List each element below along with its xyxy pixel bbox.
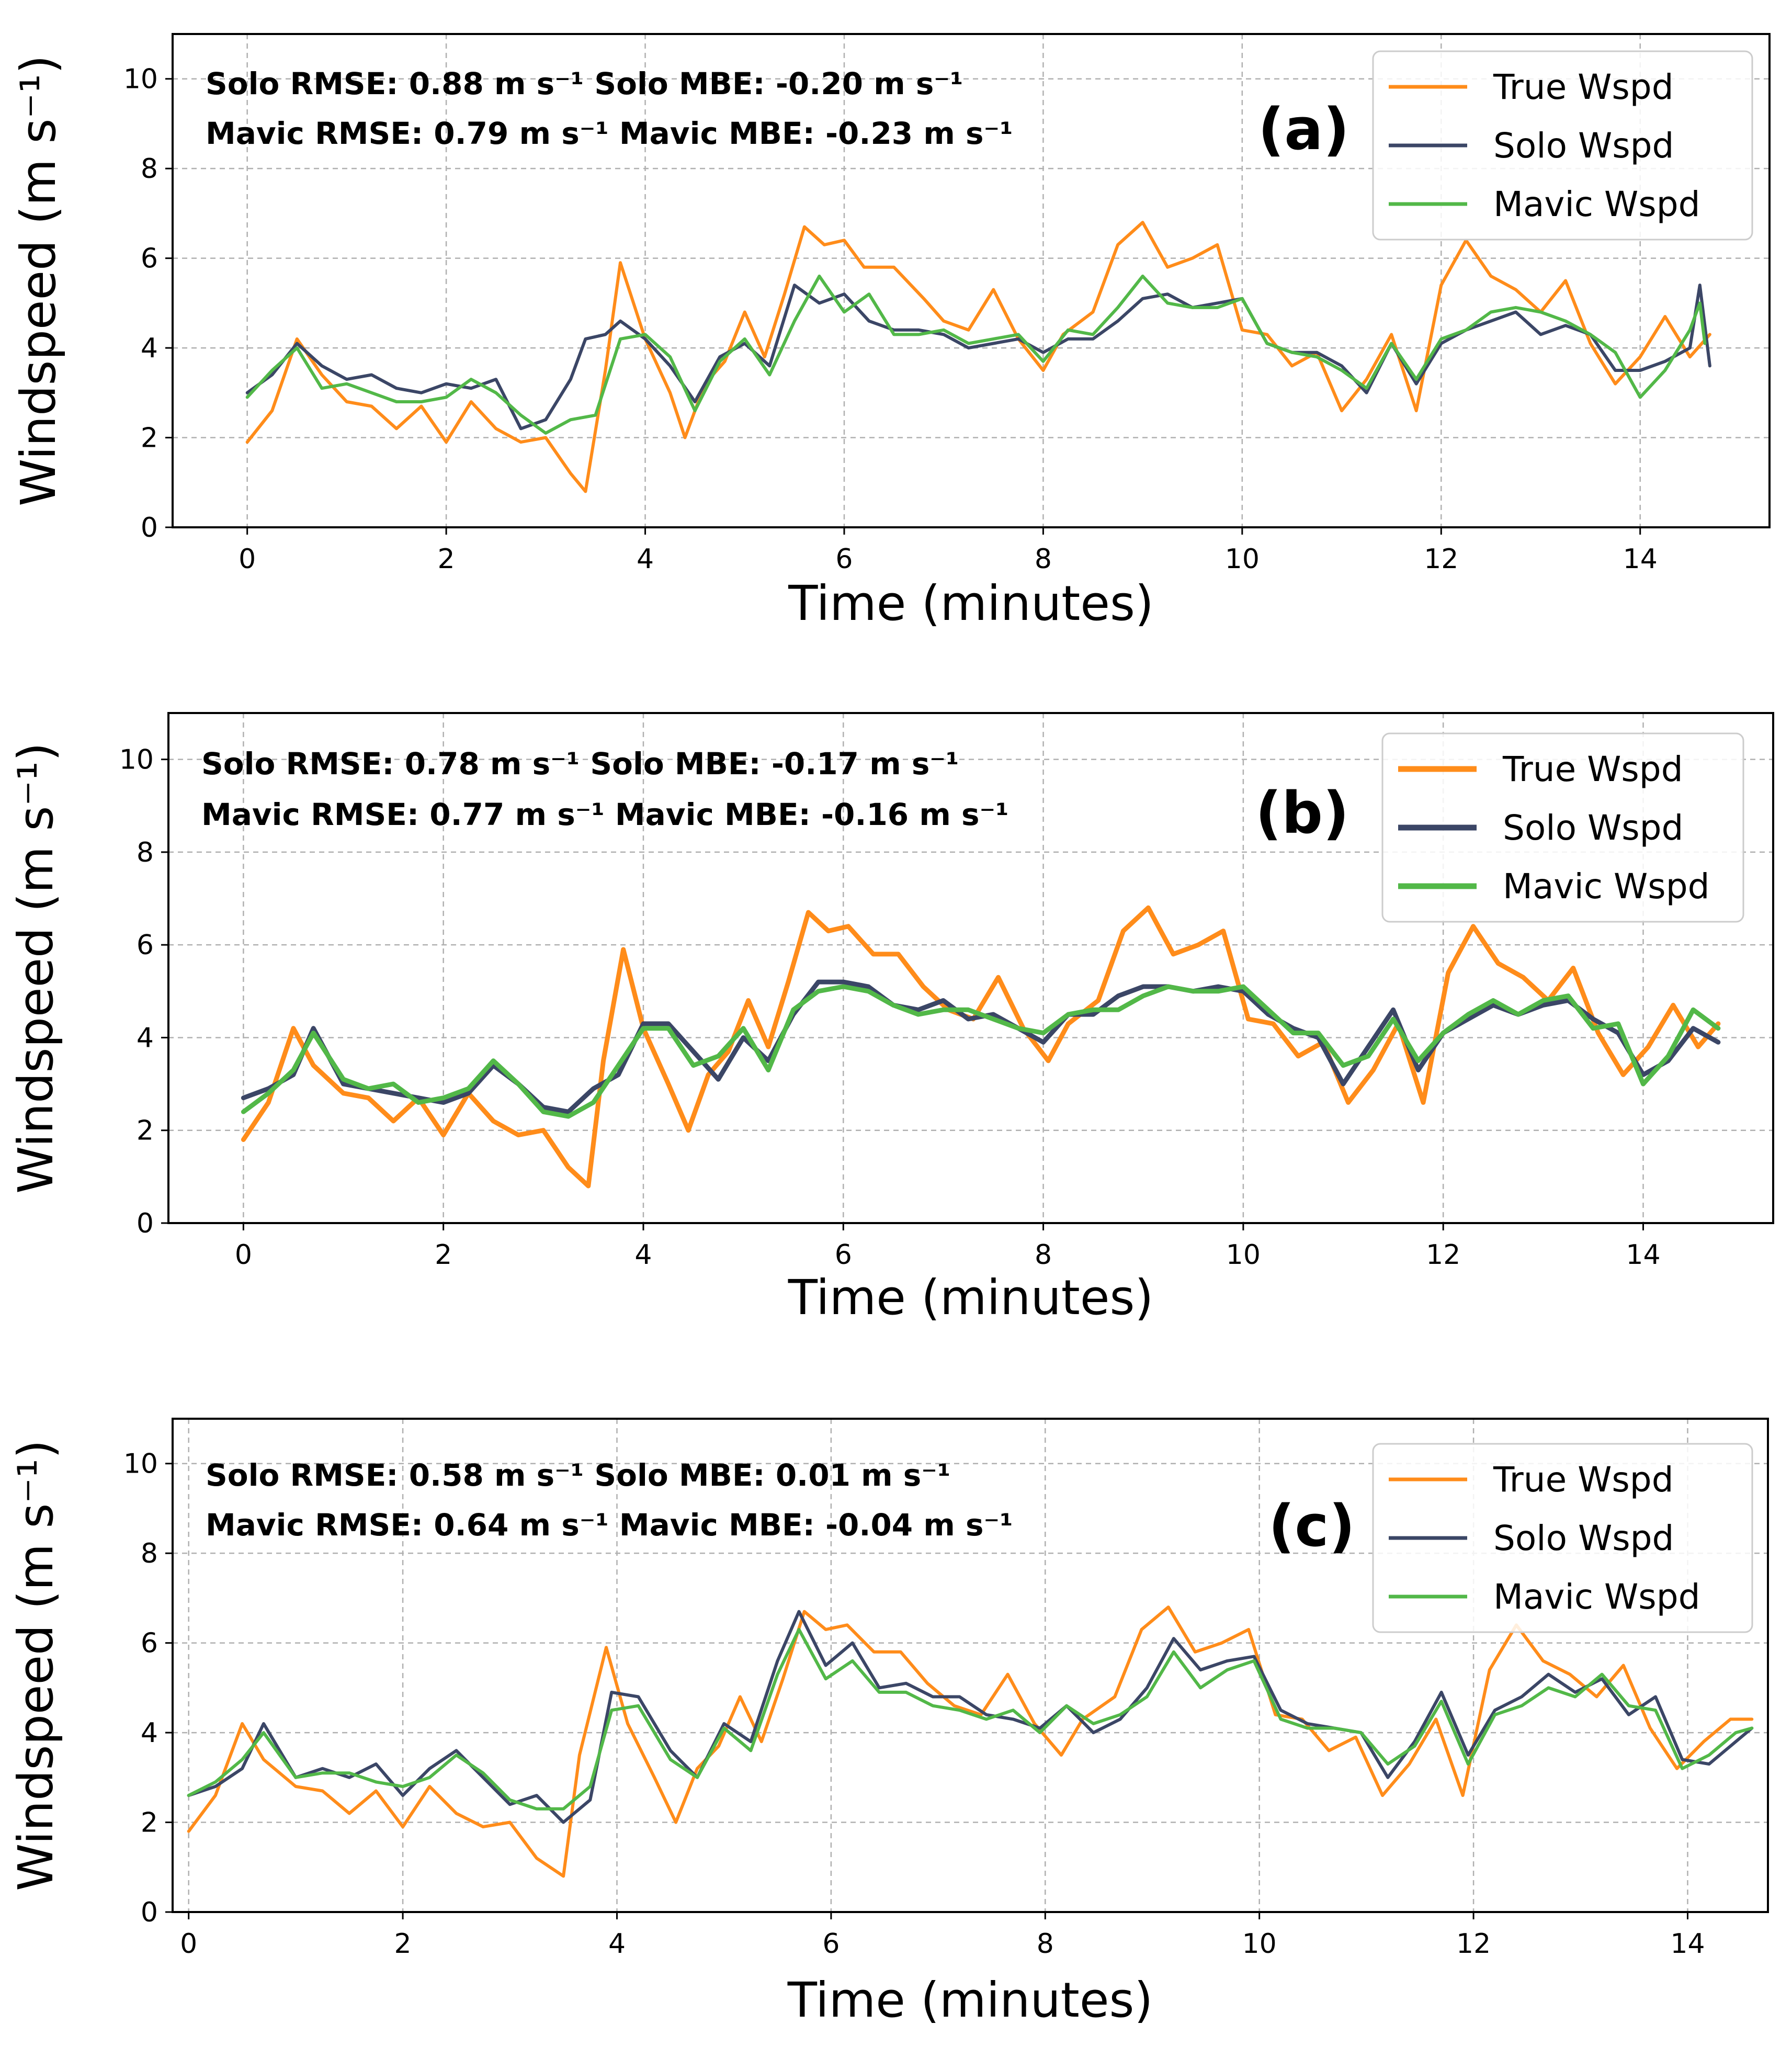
y-tick-label: 6: [137, 930, 154, 961]
x-tick-label: 10: [1242, 1928, 1277, 1960]
x-tick-label: 4: [637, 544, 654, 575]
y-tick-label: 10: [123, 64, 158, 95]
y-tick-label: 2: [141, 423, 158, 454]
legend-label: Mavic Wspd: [1493, 184, 1700, 224]
chart-panel-3: 0 2 4 6 8 10 12 14 0 2 4 6 8 10 Time (minutes) Windspee…: [8, 1418, 1769, 2028]
series-line-true-wspd: [187, 1605, 1754, 1878]
series-line-mavic-wspd: [241, 984, 1721, 1119]
stats-line-mavic: Mavic RMSE: 0.77 m s⁻¹ Mavic MBE: -0.16 …: [201, 797, 1009, 832]
x-tick-label: 12: [1426, 1239, 1460, 1271]
chart-panel-1: 0 2 4 6 8 10 12 14 0 2 4 6 8 10 Time (minutes) Windspee…: [10, 33, 1771, 631]
series-line-true-wspd: [245, 221, 1711, 493]
chart-panel-2: 0 2 4 6 8 10 12 14 0 2 4 6 8 10 Time (minutes) Windspee…: [8, 712, 1774, 1326]
y-tick-label: 0: [141, 1897, 158, 1928]
x-tick-label: 12: [1424, 544, 1458, 575]
legend-label: True Wspd: [1502, 749, 1683, 789]
x-tick-label: 2: [435, 1239, 452, 1271]
x-axis-label: Time (minutes): [787, 1972, 1153, 2028]
axes-frame: [172, 1418, 1769, 1913]
x-tick-label: 12: [1456, 1928, 1491, 1960]
y-tick-label: 4: [141, 333, 158, 364]
y-tick-label: 6: [141, 243, 158, 275]
y-tick-label: 8: [137, 837, 154, 868]
x-tick-label: 8: [1035, 1239, 1052, 1271]
legend-box: [1372, 1443, 1753, 1633]
panel-tag: (a): [1258, 96, 1349, 163]
series-line-solo-wspd: [245, 284, 1711, 431]
legend-label: Mavic Wspd: [1493, 1577, 1700, 1617]
x-axis-label: Time (minutes): [788, 1270, 1154, 1326]
y-axis-label: Windspeed (m s⁻¹): [8, 742, 64, 1193]
legend-box: [1372, 50, 1753, 241]
stats-line-mavic: Mavic RMSE: 0.79 m s⁻¹ Mavic MBE: -0.23 …: [206, 116, 1013, 151]
x-tick-label: 4: [608, 1928, 626, 1960]
y-tick-label: 0: [137, 1208, 154, 1239]
legend: True Wspd Solo Wspd Mavic Wspd: [1381, 732, 1744, 923]
legend-label: True Wspd: [1493, 67, 1674, 107]
x-tick-label: 2: [438, 544, 455, 575]
y-axis-label: Windspeed (m s⁻¹): [8, 1440, 64, 1891]
y-tick-label: 4: [137, 1022, 154, 1054]
axes-frame: [172, 33, 1771, 528]
legend-label: True Wspd: [1493, 1460, 1674, 1500]
series-line-true-wspd: [241, 905, 1721, 1189]
series-line-mavic-wspd: [245, 274, 1707, 435]
panel-tag: (c): [1268, 1492, 1355, 1559]
legend-label: Solo Wspd: [1493, 126, 1674, 166]
series-line-mavic-wspd: [187, 1627, 1754, 1811]
x-tick-label: 4: [634, 1239, 652, 1271]
series-line-solo-wspd: [187, 1610, 1754, 1824]
axes-frame: [167, 712, 1774, 1224]
stats-line-mavic: Mavic RMSE: 0.64 m s⁻¹ Mavic MBE: -0.04 …: [206, 1507, 1013, 1543]
legend-box: [1381, 732, 1744, 923]
legend-label: Mavic Wspd: [1503, 866, 1709, 907]
legend: True Wspd Solo Wspd Mavic Wspd: [1372, 1443, 1753, 1633]
x-tick-label: 8: [1035, 544, 1052, 575]
x-tick-label: 14: [1670, 1928, 1705, 1960]
y-tick-label: 10: [123, 1449, 158, 1480]
y-tick-label: 8: [141, 153, 158, 185]
y-tick-label: 6: [141, 1628, 158, 1659]
x-tick-label: 0: [180, 1928, 197, 1960]
legend: True Wspd Solo Wspd Mavic Wspd: [1372, 50, 1753, 241]
y-tick-label: 0: [141, 512, 158, 544]
x-tick-label: 2: [394, 1928, 412, 1960]
x-tick-label: 0: [239, 544, 256, 575]
legend-label: Solo Wspd: [1503, 808, 1683, 848]
x-tick-label: 10: [1226, 1239, 1261, 1271]
x-axis-label: Time (minutes): [788, 575, 1154, 631]
y-tick-label: 8: [141, 1538, 158, 1569]
panel-tag: (b): [1255, 779, 1349, 846]
x-tick-label: 14: [1626, 1239, 1660, 1271]
y-axis-label: Windspeed (m s⁻¹): [10, 55, 66, 506]
x-tick-label: 10: [1225, 544, 1260, 575]
y-tick-label: 10: [119, 744, 154, 776]
x-tick-label: 14: [1623, 544, 1658, 575]
x-tick-label: 6: [835, 544, 853, 575]
stats-line-solo: Solo RMSE: 0.58 m s⁻¹ Solo MBE: 0.01 m s…: [206, 1457, 950, 1493]
y-tick-label: 2: [141, 1807, 158, 1839]
x-tick-label: 6: [835, 1239, 852, 1271]
legend-label: Solo Wspd: [1493, 1518, 1674, 1558]
y-tick-label: 4: [141, 1717, 158, 1749]
stats-line-solo: Solo RMSE: 0.78 m s⁻¹ Solo MBE: -0.17 m …: [201, 746, 959, 782]
y-tick-label: 2: [137, 1115, 154, 1147]
x-tick-label: 6: [822, 1928, 840, 1960]
stats-line-solo: Solo RMSE: 0.88 m s⁻¹ Solo MBE: -0.20 m …: [206, 66, 963, 101]
x-tick-label: 0: [235, 1239, 252, 1271]
x-tick-label: 8: [1037, 1928, 1054, 1960]
